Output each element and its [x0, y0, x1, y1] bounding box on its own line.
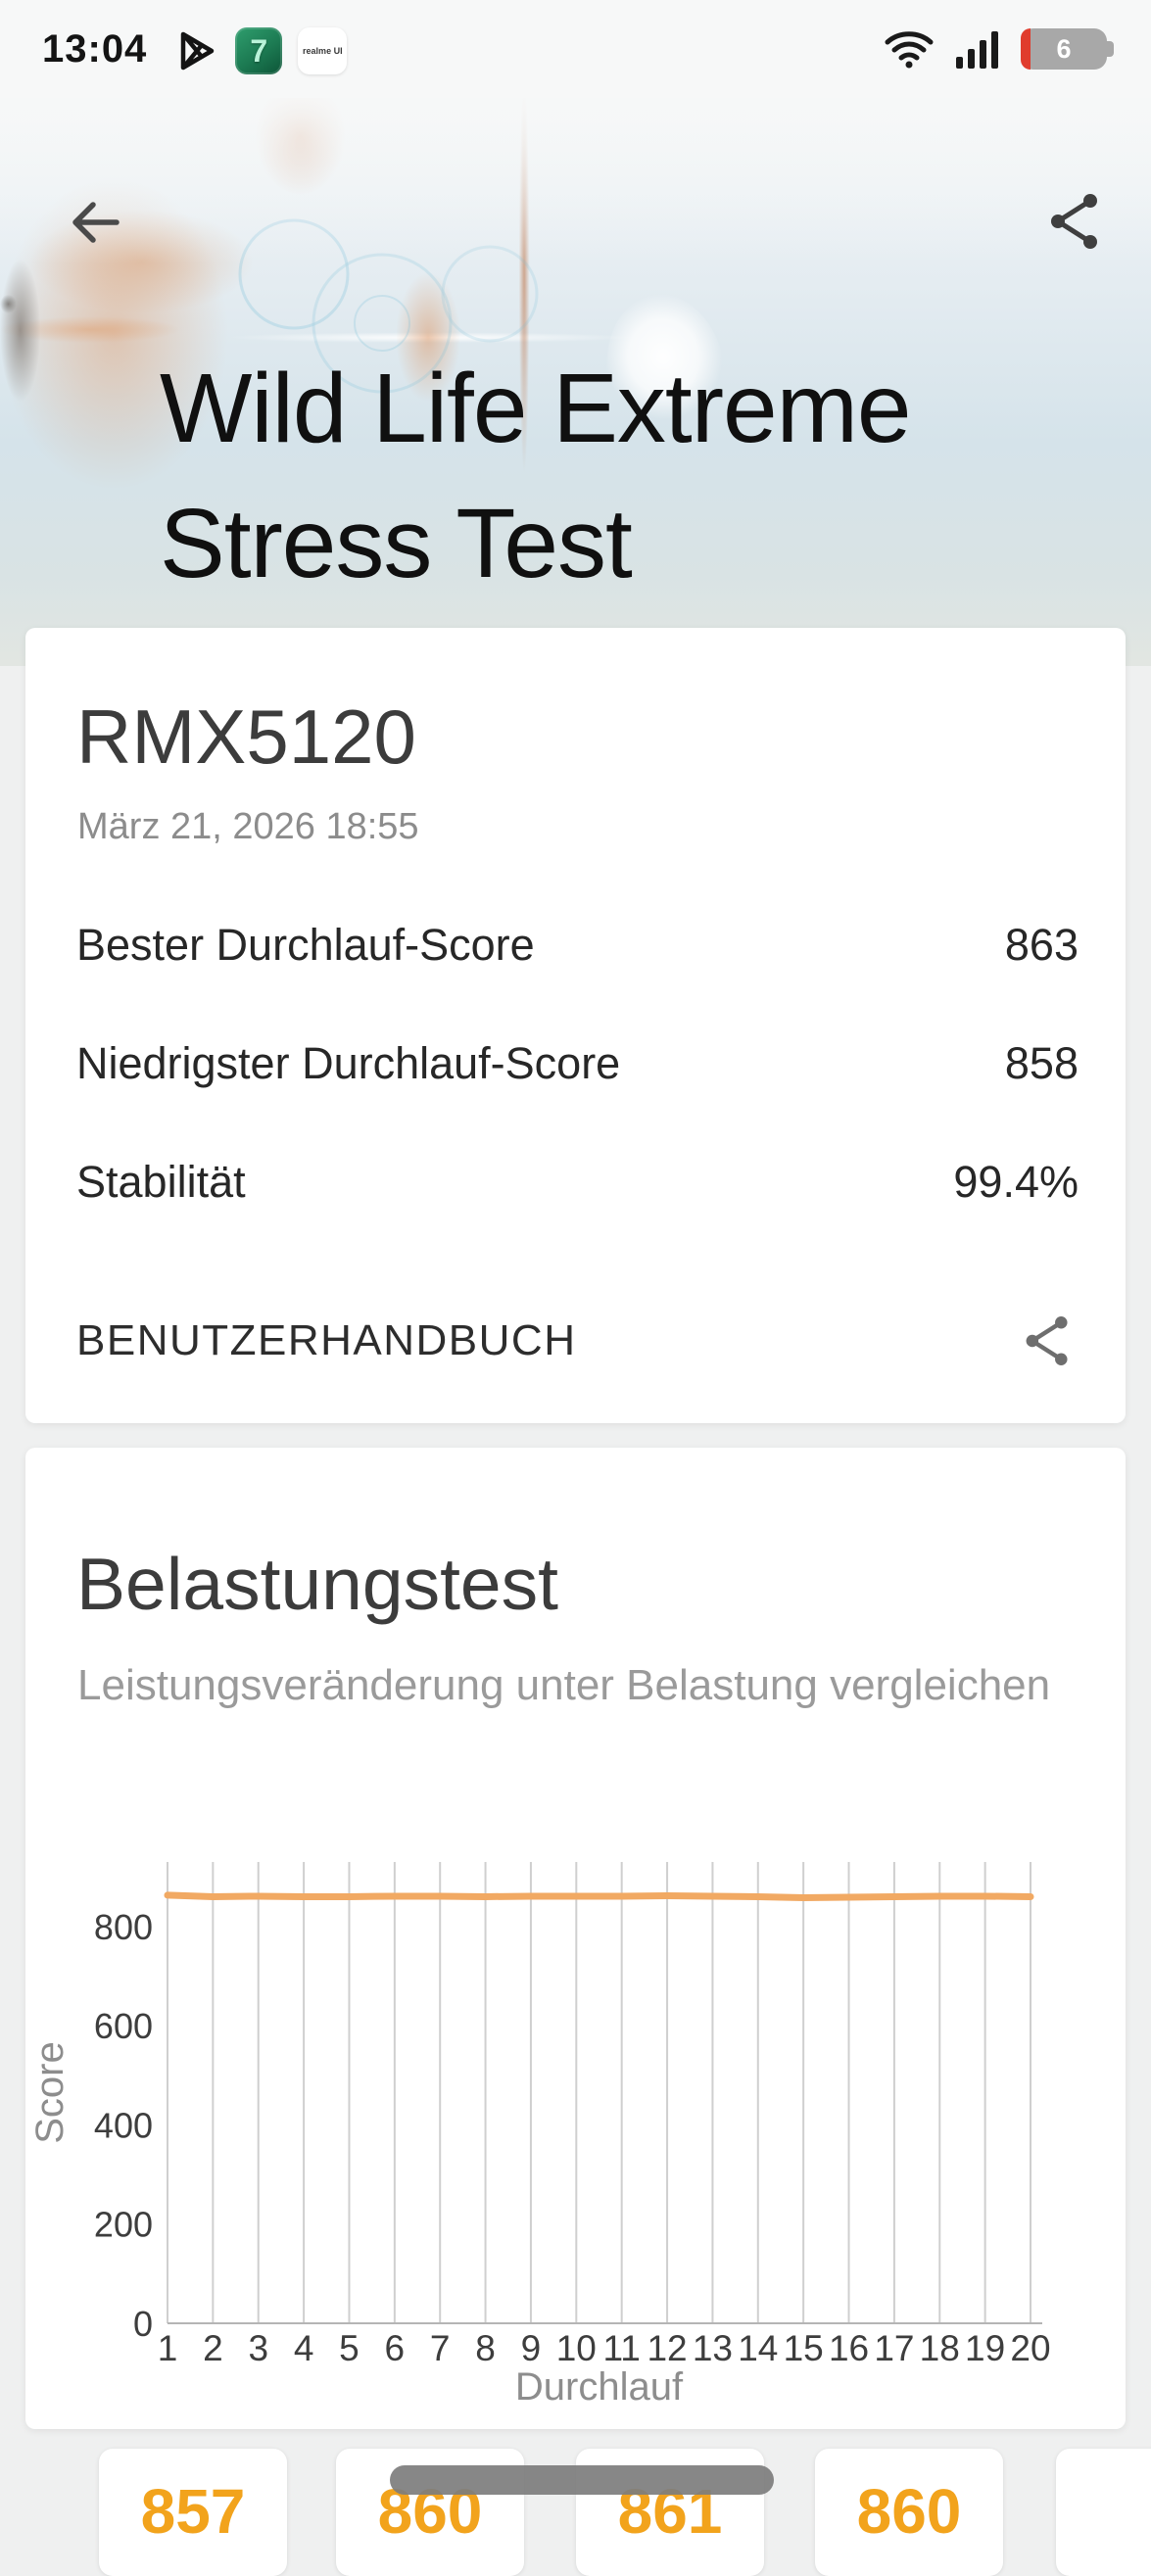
stress-test-subtitle: Leistungsveränderung unter Belastung ver… [77, 1661, 1051, 1709]
y-tick-label: 0 [133, 2304, 153, 2344]
x-tick-label: 2 [203, 2328, 223, 2368]
run-date: März 21, 2026 18:55 [77, 806, 419, 847]
x-axis-label: Durchlauf [515, 2365, 684, 2409]
x-tick-label: 6 [385, 2328, 406, 2368]
share-icon [1026, 1316, 1068, 1365]
x-tick-label: 5 [339, 2328, 360, 2368]
x-tick-label: 1 [158, 2328, 178, 2368]
arrow-left-icon [72, 202, 120, 243]
stability-label: Stabilität [76, 1157, 246, 1207]
battery-level-fill [1021, 28, 1031, 70]
x-tick-label: 12 [647, 2328, 687, 2368]
score-row-best: Bester Durchlauf-Score 863 [76, 918, 1079, 973]
loop-score-value: 857 [140, 2476, 246, 2547]
score-row-stability: Stabilität 99.4% [76, 1155, 1079, 1210]
stress-test-chart: 0 200 400 600 800 1 2 3 4 5 6 7 8 9 10 11 12 13 14 15 16 17 18… [25, 1800, 1126, 2427]
realme-ui-icon: realme UI [298, 27, 348, 74]
user-manual-button[interactable]: BENUTZERHANDBUCH [76, 1316, 577, 1364]
x-tick-label: 7 [430, 2328, 451, 2368]
y-tick-label: 200 [94, 2205, 153, 2245]
clock: 13:04 [42, 26, 148, 71]
result-card: RMX5120 März 21, 2026 18:55 Bester Durch… [25, 628, 1126, 1423]
share-icon [1051, 194, 1097, 249]
back-button[interactable] [61, 188, 129, 257]
wifi-icon [884, 28, 935, 70]
x-tick-label: 14 [738, 2328, 778, 2368]
y-axis-label: Score [28, 2041, 72, 2144]
header-share-button[interactable] [1040, 182, 1109, 261]
x-tick-label: 13 [693, 2328, 733, 2368]
score-line-series [164, 1891, 1034, 1901]
score-row-lowest: Niedrigster Durchlauf-Score 858 [76, 1036, 1079, 1091]
battery-indicator: 6 [1021, 28, 1114, 70]
lowest-score-label: Niedrigster Durchlauf-Score [76, 1038, 621, 1088]
loop-score-card[interactable]: 860 [815, 2449, 1003, 2576]
x-tick-label: 3 [248, 2328, 268, 2368]
google-play-icon [174, 28, 219, 73]
signal-bars-icon [954, 27, 1001, 71]
y-tick-label: 800 [94, 1907, 153, 1947]
loop-score-card[interactable]: 857 [99, 2449, 287, 2576]
lowest-score-value: 858 [1004, 1038, 1079, 1088]
loop-score-value: 860 [856, 2476, 962, 2547]
stress-test-card: Belastungstest Leistungsveränderung unte… [25, 1448, 1126, 2429]
x-tick-label: 11 [602, 2328, 640, 2368]
best-score-label: Bester Durchlauf-Score [76, 920, 535, 970]
best-score-value: 863 [1004, 920, 1079, 970]
x-tick-label: 4 [294, 2328, 314, 2368]
x-tick-label: 9 [521, 2328, 542, 2368]
x-tick-label: 20 [1010, 2328, 1050, 2368]
page-title: Wild Life Extreme Stress Test [160, 341, 1120, 611]
y-tick-label: 600 [94, 2006, 153, 2046]
x-tick-label: 16 [829, 2328, 869, 2368]
stress-test-title: Belastungstest [76, 1543, 558, 1625]
stability-value: 99.4% [953, 1157, 1079, 1207]
x-tick-label: 8 [475, 2328, 496, 2368]
x-tick-label: 18 [920, 2328, 960, 2368]
x-tick-label: 19 [965, 2328, 1005, 2368]
app-7-icon: 7 [235, 27, 283, 74]
loop-score-card[interactable] [1056, 2449, 1151, 2576]
device-name: RMX5120 [76, 693, 416, 780]
x-tick-label: 15 [784, 2328, 824, 2368]
x-tick-label: 17 [874, 2328, 914, 2368]
page-title-line1: Wild Life Extreme [160, 354, 912, 463]
page-title-line2: Stress Test [160, 489, 633, 598]
result-share-button[interactable] [1016, 1310, 1079, 1372]
header-top-fade [0, 78, 1151, 264]
y-tick-label: 400 [94, 2105, 153, 2145]
status-bar: 13:04 7 realme UI [0, 0, 1151, 98]
x-tick-label: 10 [556, 2328, 597, 2368]
carousel-scrollbar[interactable] [390, 2465, 774, 2495]
